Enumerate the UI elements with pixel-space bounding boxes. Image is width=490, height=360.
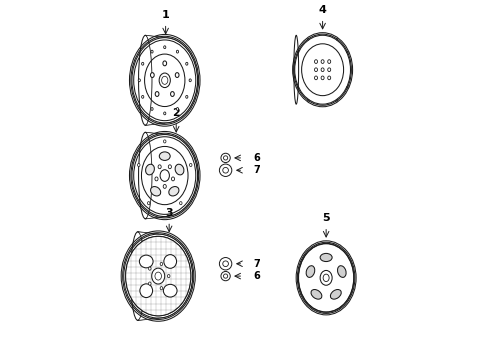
Ellipse shape (147, 202, 150, 205)
Ellipse shape (330, 289, 341, 299)
Ellipse shape (160, 262, 163, 266)
Ellipse shape (320, 270, 332, 285)
Ellipse shape (221, 153, 230, 163)
Ellipse shape (151, 108, 153, 111)
Ellipse shape (311, 289, 322, 299)
Ellipse shape (163, 61, 167, 66)
Ellipse shape (163, 284, 177, 297)
Polygon shape (146, 35, 197, 125)
Ellipse shape (189, 79, 191, 82)
Ellipse shape (163, 184, 166, 188)
Ellipse shape (155, 177, 158, 181)
Ellipse shape (306, 266, 315, 278)
Ellipse shape (150, 73, 154, 77)
Text: 6: 6 (254, 271, 261, 281)
Ellipse shape (155, 91, 159, 96)
Text: 2: 2 (172, 108, 180, 118)
Ellipse shape (159, 152, 170, 161)
Text: 3: 3 (165, 208, 173, 218)
Ellipse shape (160, 170, 170, 181)
Ellipse shape (221, 271, 230, 281)
Ellipse shape (138, 163, 140, 167)
Ellipse shape (168, 165, 172, 169)
Ellipse shape (139, 255, 153, 268)
Ellipse shape (172, 177, 174, 181)
Ellipse shape (176, 50, 178, 53)
Ellipse shape (179, 202, 182, 205)
Ellipse shape (125, 237, 191, 316)
Text: 7: 7 (254, 165, 261, 175)
Ellipse shape (150, 186, 161, 196)
Ellipse shape (320, 253, 332, 262)
Ellipse shape (190, 163, 192, 167)
Ellipse shape (171, 91, 174, 96)
Ellipse shape (168, 274, 170, 278)
Text: 6: 6 (254, 153, 261, 163)
Ellipse shape (148, 282, 151, 285)
Text: 1: 1 (162, 10, 170, 20)
Ellipse shape (160, 287, 163, 290)
Ellipse shape (158, 165, 161, 169)
Ellipse shape (338, 266, 346, 278)
Ellipse shape (142, 95, 144, 98)
Ellipse shape (164, 255, 176, 268)
Ellipse shape (175, 164, 184, 175)
Ellipse shape (220, 164, 232, 176)
Polygon shape (146, 132, 197, 219)
Ellipse shape (142, 62, 144, 65)
Text: 7: 7 (254, 259, 261, 269)
Ellipse shape (186, 95, 188, 98)
Ellipse shape (138, 79, 140, 82)
Ellipse shape (186, 62, 188, 65)
Ellipse shape (140, 284, 152, 298)
Ellipse shape (175, 73, 179, 77)
Ellipse shape (148, 267, 151, 270)
Polygon shape (138, 232, 193, 320)
Ellipse shape (164, 46, 166, 49)
Ellipse shape (159, 73, 171, 87)
Ellipse shape (220, 257, 232, 270)
Text: 5: 5 (322, 213, 330, 223)
Text: 4: 4 (318, 5, 326, 15)
Ellipse shape (164, 112, 166, 115)
Ellipse shape (151, 50, 153, 53)
Ellipse shape (176, 108, 178, 111)
Ellipse shape (152, 268, 165, 284)
Ellipse shape (169, 186, 179, 196)
Ellipse shape (164, 140, 166, 143)
Ellipse shape (146, 164, 154, 175)
